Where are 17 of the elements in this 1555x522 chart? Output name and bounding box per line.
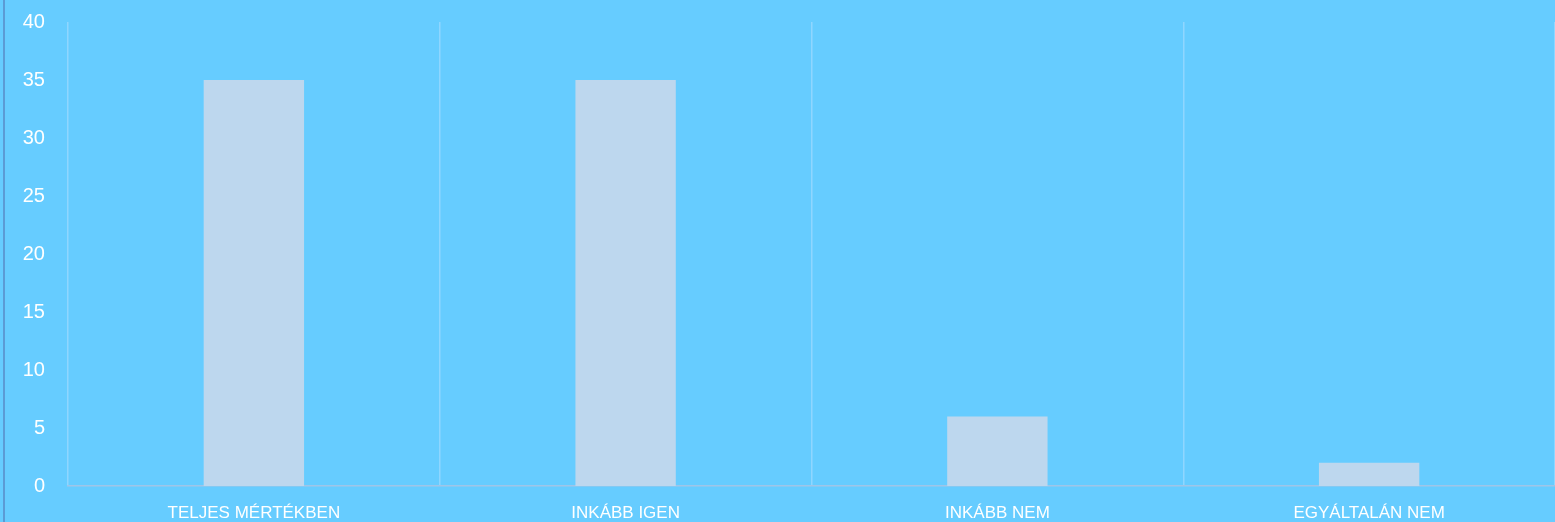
x-tick-label: INKÁBB NEM: [944, 502, 1050, 522]
x-tick-label: EGYÁLTALÁN NEM: [1293, 502, 1445, 522]
y-tick-label: 35: [22, 67, 45, 90]
y-tick-label: 10: [22, 357, 45, 380]
bar: [575, 80, 676, 486]
y-tick-label: 5: [33, 415, 45, 438]
bar: [203, 80, 305, 486]
bar: [947, 416, 1048, 486]
x-tick-label: TELJES MÉRTÉKBEN: [167, 502, 341, 522]
y-tick-label: 15: [22, 299, 45, 322]
x-tick-label: INKÁBB IGEN: [571, 502, 680, 522]
y-tick-label: 0: [33, 473, 45, 496]
y-tick-label: 20: [22, 241, 45, 264]
y-tick-label: 40: [22, 9, 45, 32]
y-tick-label: 30: [22, 125, 45, 148]
bar: [1318, 462, 1420, 486]
y-tick-label: 25: [22, 183, 45, 206]
